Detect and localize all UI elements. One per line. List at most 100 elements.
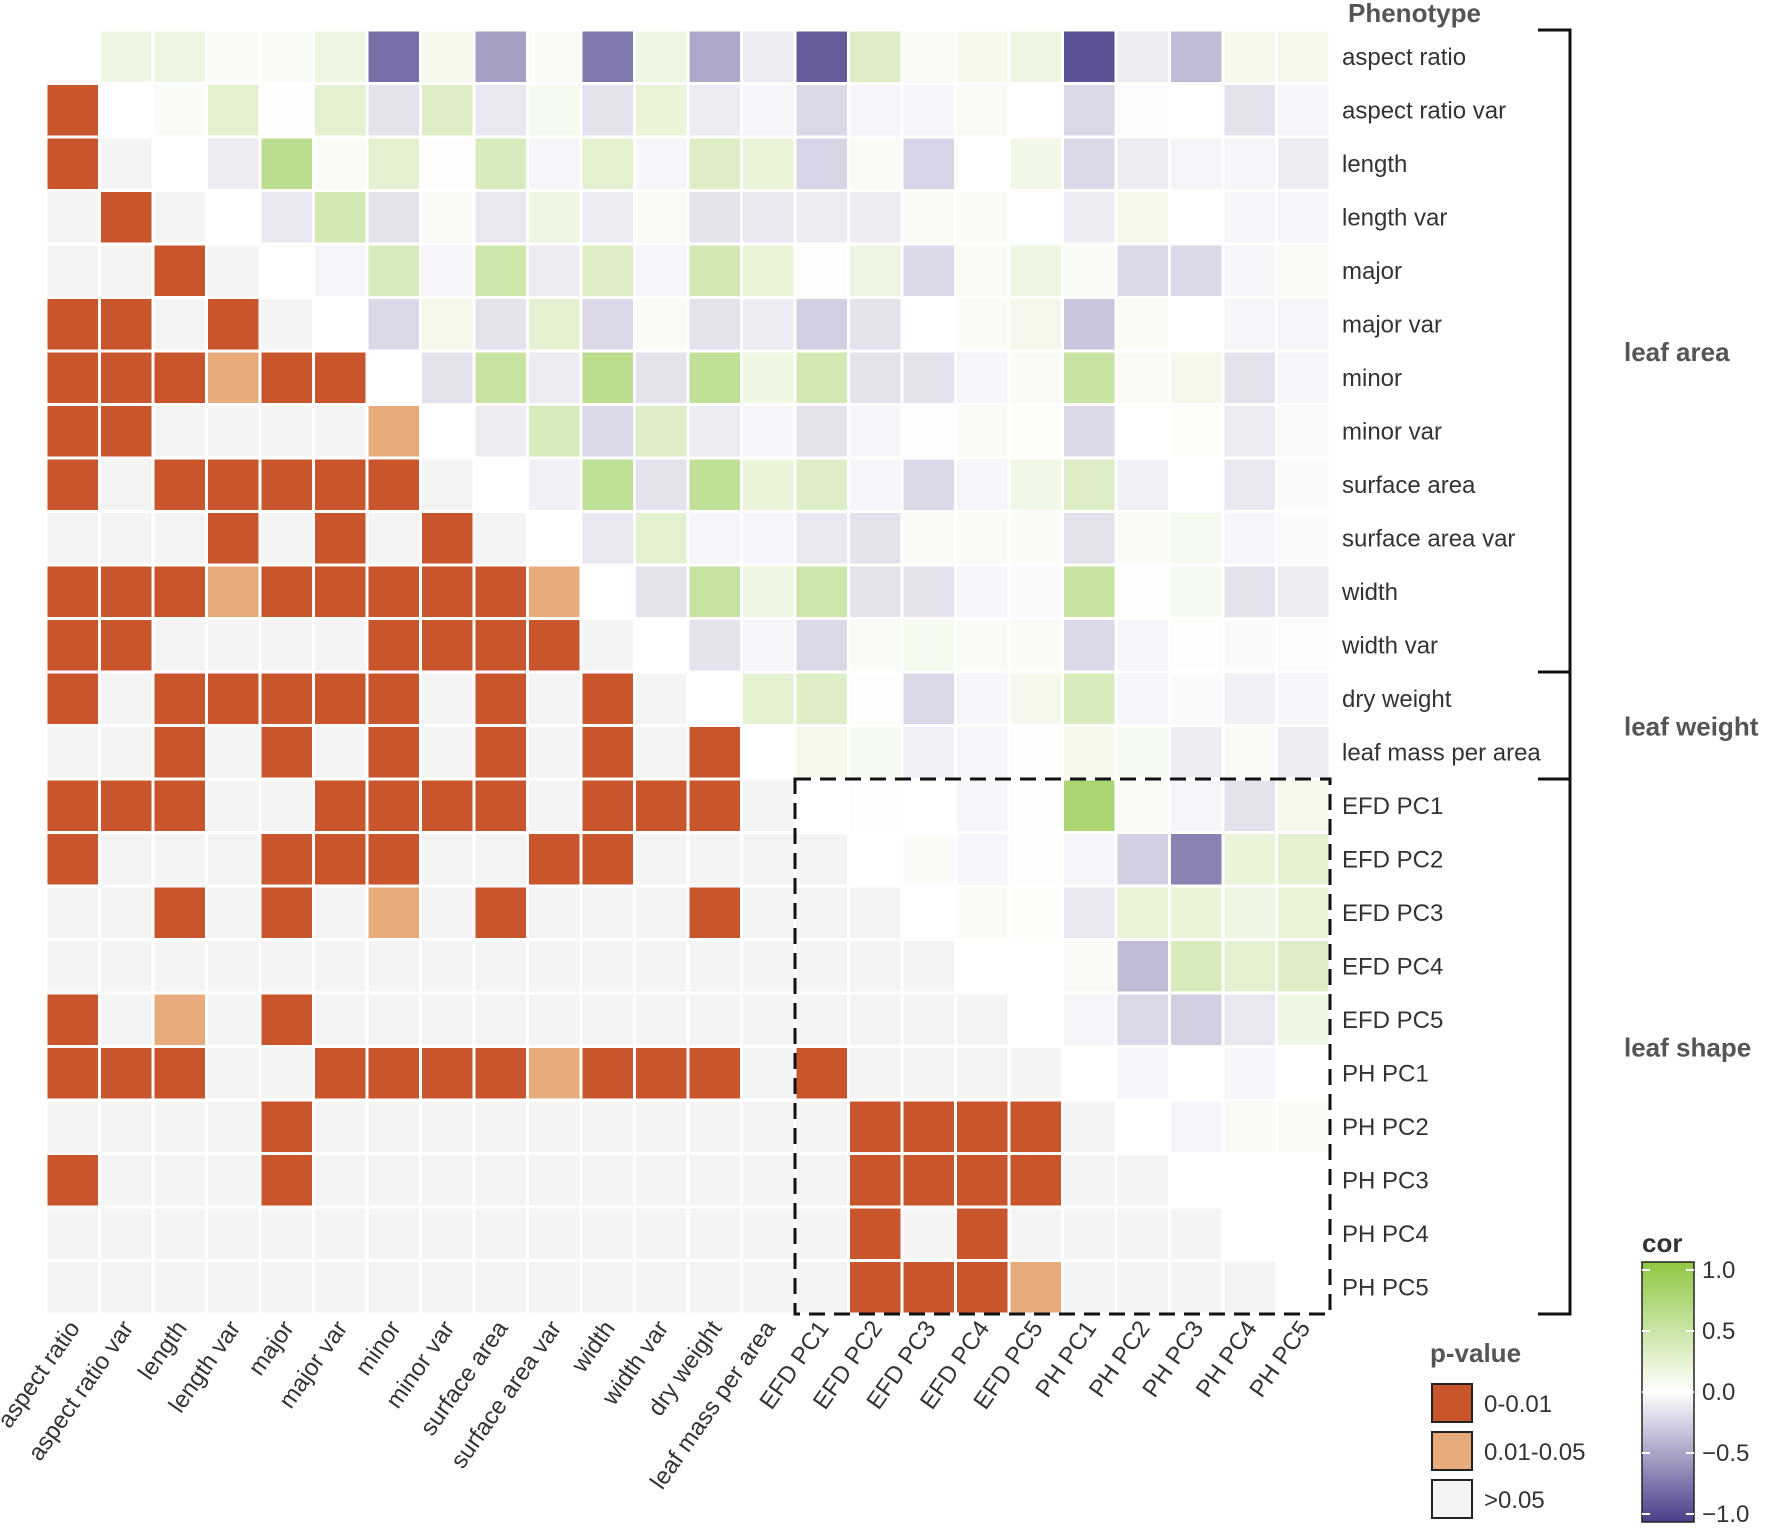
cell-12-4: [261, 673, 312, 724]
cell-14-0: [47, 780, 98, 831]
cell-12-23: [1278, 673, 1329, 724]
cell-15-18: [1010, 834, 1061, 885]
cell-20-21: [1171, 1101, 1222, 1152]
pvalue-legend-title: p-value: [1430, 1338, 1521, 1368]
cell-19-11: [636, 1048, 687, 1099]
cell-10-3: [208, 566, 259, 617]
cell-1-11: [636, 85, 687, 136]
cell-17-6: [368, 941, 419, 992]
cell-12-14: [796, 673, 847, 724]
cell-0-20: [1117, 31, 1168, 82]
cell-15-8: [475, 834, 526, 885]
row-labels: aspect ratio aspect ratio var length length…: [1341, 44, 1541, 1302]
cell-10-11: [636, 566, 687, 617]
cell-19-8: [475, 1048, 526, 1099]
row-label: surface area var: [1342, 525, 1515, 552]
cell-18-9: [529, 994, 580, 1045]
cell-6-6: [368, 352, 419, 403]
cell-20-23: [1278, 1101, 1329, 1152]
cell-22-7: [422, 1208, 473, 1259]
cell-19-17: [957, 1048, 1008, 1099]
cell-16-4: [261, 887, 312, 938]
cell-22-3: [208, 1208, 259, 1259]
cell-15-22: [1224, 834, 1275, 885]
cell-5-3: [208, 299, 259, 350]
cell-19-0: [47, 1048, 98, 1099]
cell-21-0: [47, 1155, 98, 1206]
cell-8-8: [475, 459, 526, 510]
cell-19-9: [529, 1048, 580, 1099]
cell-1-22: [1224, 85, 1275, 136]
cell-10-17: [957, 566, 1008, 617]
cell-23-1: [101, 1262, 152, 1313]
cell-12-11: [636, 673, 687, 724]
cell-6-15: [850, 352, 901, 403]
cell-9-22: [1224, 513, 1275, 564]
cell-13-5: [315, 727, 366, 778]
cell-17-17: [957, 941, 1008, 992]
cell-1-19: [1064, 85, 1115, 136]
cell-22-23: [1278, 1208, 1329, 1259]
cell-14-8: [475, 780, 526, 831]
cell-1-4: [261, 85, 312, 136]
cell-21-11: [636, 1155, 687, 1206]
cell-12-10: [582, 673, 633, 724]
cell-22-6: [368, 1208, 419, 1259]
cell-11-1: [101, 620, 152, 671]
cell-4-12: [689, 245, 740, 296]
cell-0-3: [208, 31, 259, 82]
cor-tick-label: 0.0: [1702, 1379, 1735, 1406]
cell-21-15: [850, 1155, 901, 1206]
cell-13-13: [743, 727, 794, 778]
cell-20-13: [743, 1101, 794, 1152]
cell-2-11: [636, 138, 687, 189]
cell-8-5: [315, 459, 366, 510]
cell-23-0: [47, 1262, 98, 1313]
cell-2-21: [1171, 138, 1222, 189]
cell-20-3: [208, 1101, 259, 1152]
cell-10-22: [1224, 566, 1275, 617]
cell-10-15: [850, 566, 901, 617]
cell-1-5: [315, 85, 366, 136]
cell-9-19: [1064, 513, 1115, 564]
cell-12-9: [529, 673, 580, 724]
cell-20-1: [101, 1101, 152, 1152]
row-label: EFD PC5: [1342, 1007, 1443, 1034]
cell-5-20: [1117, 299, 1168, 350]
cell-11-2: [154, 620, 205, 671]
cell-5-23: [1278, 299, 1329, 350]
cell-9-10: [582, 513, 633, 564]
cell-6-8: [475, 352, 526, 403]
cell-22-17: [957, 1208, 1008, 1259]
cell-23-2: [154, 1262, 205, 1313]
cell-5-18: [1010, 299, 1061, 350]
row-label: PH PC4: [1342, 1221, 1429, 1248]
cell-23-3: [208, 1262, 259, 1313]
cell-7-0: [47, 406, 98, 457]
cell-2-5: [315, 138, 366, 189]
cell-8-0: [47, 459, 98, 510]
cell-13-11: [636, 727, 687, 778]
cell-21-22: [1224, 1155, 1275, 1206]
cell-17-15: [850, 941, 901, 992]
cell-7-5: [315, 406, 366, 457]
cell-17-0: [47, 941, 98, 992]
cell-20-10: [582, 1101, 633, 1152]
cell-9-1: [101, 513, 152, 564]
cell-18-17: [957, 994, 1008, 1045]
cell-16-5: [315, 887, 366, 938]
cell-17-4: [261, 941, 312, 992]
cell-12-7: [422, 673, 473, 724]
cell-10-13: [743, 566, 794, 617]
cell-11-19: [1064, 620, 1115, 671]
cell-17-1: [101, 941, 152, 992]
row-label: PH PC1: [1342, 1060, 1429, 1087]
cell-22-18: [1010, 1208, 1061, 1259]
cell-16-22: [1224, 887, 1275, 938]
cell-11-8: [475, 620, 526, 671]
cell-2-14: [796, 138, 847, 189]
cell-4-21: [1171, 245, 1222, 296]
cell-15-6: [368, 834, 419, 885]
cell-18-11: [636, 994, 687, 1045]
cell-3-20: [1117, 192, 1168, 243]
